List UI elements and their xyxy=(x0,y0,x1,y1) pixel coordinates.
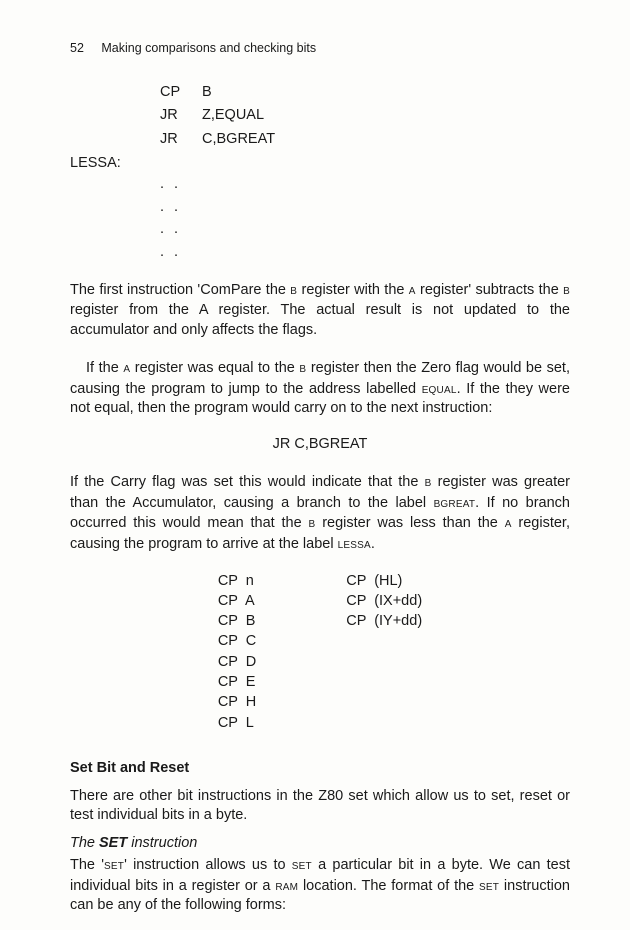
asm-dots: . . xyxy=(160,198,570,218)
asm-arg: B xyxy=(202,84,212,100)
asm-op: JR xyxy=(160,130,202,150)
subheading-set-instr: The SET instruction xyxy=(70,834,570,854)
page-header: 52 Making comparisons and checking bits xyxy=(70,40,570,57)
chapter-title: Making comparisons and checking bits xyxy=(101,41,316,55)
paragraph-1: The first instruction 'ComPare the b reg… xyxy=(70,280,570,340)
subheading-set-bit: Set Bit and Reset xyxy=(70,759,570,779)
center-code: JR C,BGREAT xyxy=(70,435,570,455)
asm-line-3: JRC,BGREAT xyxy=(160,130,570,150)
paragraph-5: The 'set' instruction allows us to set a… xyxy=(70,855,570,916)
asm-dots: . . xyxy=(160,220,570,240)
paragraph-2: If the a register was equal to the b reg… xyxy=(70,358,570,419)
asm-line-1: CPB xyxy=(160,83,570,103)
asm-arg: C,BGREAT xyxy=(202,131,275,147)
asm-arg: Z,EQUAL xyxy=(202,107,264,123)
instruction-table: CP n CP A CP B CP C CP D CP E CP H CP L … xyxy=(70,571,570,733)
instr-col-2: CP (HL) CP (IX+dd) CP (IY+dd) xyxy=(346,571,422,733)
asm-op: JR xyxy=(160,106,202,126)
asm-dots: . . xyxy=(160,175,570,195)
instr-col-1: CP n CP A CP B CP C CP D CP E CP H CP L xyxy=(218,571,256,733)
paragraph-3: If the Carry flag was set this would ind… xyxy=(70,472,570,554)
page-number: 52 xyxy=(70,41,84,55)
asm-op: CP xyxy=(160,83,202,103)
asm-label: LESSA: xyxy=(70,154,570,174)
asm-line-2: JRZ,EQUAL xyxy=(160,106,570,126)
asm-dots: . . xyxy=(160,243,570,263)
paragraph-4: There are other bit instructions in the … xyxy=(70,787,570,826)
